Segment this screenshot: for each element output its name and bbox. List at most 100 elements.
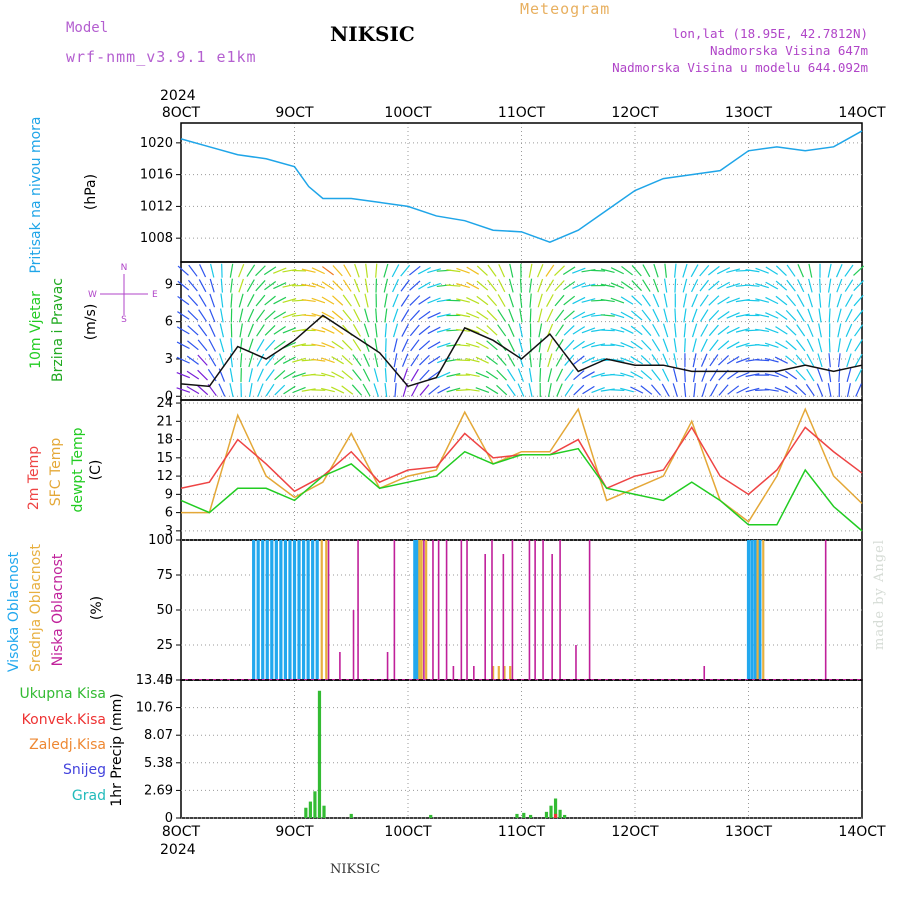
cloud-bar-high <box>301 540 306 680</box>
wind-barb <box>519 308 523 323</box>
wind-barb <box>564 383 574 397</box>
wind-barb <box>620 372 634 378</box>
wind-barb <box>845 308 853 322</box>
wind-barb <box>837 353 841 368</box>
panel-frame-precip <box>180 679 863 819</box>
wind-barb <box>427 355 441 365</box>
wind-barb <box>631 280 642 292</box>
wind-barb <box>610 267 624 275</box>
wind-barb <box>610 312 625 319</box>
wind-barb <box>342 294 352 307</box>
cloud-bar-low <box>511 540 514 680</box>
wind-barb <box>621 265 633 276</box>
wind-barb <box>409 295 421 306</box>
wind-barb <box>600 268 615 273</box>
wind-barb <box>745 284 760 287</box>
wind-barb <box>755 343 770 347</box>
wind-barb <box>282 327 297 334</box>
cloud-bar-low <box>575 645 577 680</box>
y-tick-label: 9 <box>165 487 173 502</box>
wind-barb <box>845 338 852 353</box>
wind-barb <box>400 279 410 292</box>
wind-barb <box>392 323 399 338</box>
wind-barb <box>663 308 669 323</box>
precip-legend-4: Grad <box>72 788 106 804</box>
wind-barb <box>255 280 266 292</box>
wind-barb <box>321 387 335 393</box>
wind-barb <box>827 278 832 293</box>
wind-barb <box>784 385 798 395</box>
wind-barb <box>828 308 831 323</box>
y-tick-label: 10.76 <box>136 701 173 716</box>
y-tick-label: 0 <box>165 673 173 688</box>
wind-barb <box>436 342 451 349</box>
wind-barb <box>727 385 740 395</box>
wind-barb <box>547 368 553 383</box>
wind-barb <box>581 341 596 349</box>
wind-barb <box>775 295 788 306</box>
wind-barb <box>518 353 524 368</box>
precip-ylabel: 1hr Precip (mm) <box>109 693 125 806</box>
wind-barb <box>537 293 543 308</box>
wind-barb <box>828 293 831 308</box>
cloud-bar-low <box>588 540 591 680</box>
wind-barb <box>846 353 852 368</box>
precip-bar-total <box>522 812 526 818</box>
wind-barb <box>229 263 234 278</box>
y-tick-label: 21 <box>156 414 173 429</box>
wind-barb <box>465 373 480 378</box>
cloud-bar-high <box>311 540 315 680</box>
wind-barb <box>456 283 470 289</box>
cloud-bar-mid <box>497 666 500 680</box>
wind-barb <box>427 297 441 304</box>
wind-barb <box>517 368 524 382</box>
wind-barb <box>818 293 822 308</box>
wind-barb <box>428 370 441 380</box>
wind-barb <box>456 359 471 362</box>
precip-legend-0: Ukupna Kisa <box>19 686 106 702</box>
wind-barb <box>563 295 576 306</box>
sfc-temp-ylabel: SFC Temp <box>48 438 64 507</box>
x-tick-label-bottom: 10OCT <box>384 824 432 840</box>
wind-barb <box>210 263 215 278</box>
wind-barb <box>383 263 389 278</box>
wind-barb <box>663 293 668 308</box>
wind-barb <box>208 323 216 337</box>
wind-barb <box>220 278 224 293</box>
wind-barb <box>718 384 729 396</box>
wind-barb <box>384 383 388 398</box>
cloud-bar-high <box>261 540 265 680</box>
cloud-bar-high <box>758 540 762 680</box>
wind-barb <box>610 358 625 362</box>
wind-barb <box>554 265 565 277</box>
precip-bar-total <box>322 805 326 818</box>
wind-barb <box>844 264 854 277</box>
wind-barb <box>264 280 277 291</box>
wind-barb <box>374 353 379 368</box>
wind-barb <box>652 278 660 293</box>
wind-barb <box>817 353 823 368</box>
year-label-bottom: 2024 <box>160 842 196 858</box>
wind-barb <box>854 368 863 382</box>
wind-legend-w: W <box>88 290 97 300</box>
wind-barb <box>375 263 378 278</box>
wind-barb <box>321 342 335 349</box>
wind-barb <box>745 373 760 378</box>
wind-barb <box>363 323 370 338</box>
wind-barb <box>808 278 813 293</box>
x-tick-label-top: 12OCT <box>611 105 659 121</box>
wind-barb <box>198 279 207 293</box>
wind-barb <box>661 383 670 397</box>
cloud-bar-mid <box>418 540 421 680</box>
wind-barb <box>229 383 234 398</box>
wind-barb <box>409 324 420 337</box>
cloud-bar-mid <box>320 540 323 680</box>
wind-barb <box>796 294 805 307</box>
wind-barb <box>186 385 200 395</box>
wind-barb <box>256 338 265 352</box>
wind-barb <box>662 368 670 382</box>
wind-barb <box>610 343 625 348</box>
cloud-bar-high <box>753 540 757 680</box>
wind-barb <box>219 323 225 338</box>
wind-barb <box>446 373 461 378</box>
